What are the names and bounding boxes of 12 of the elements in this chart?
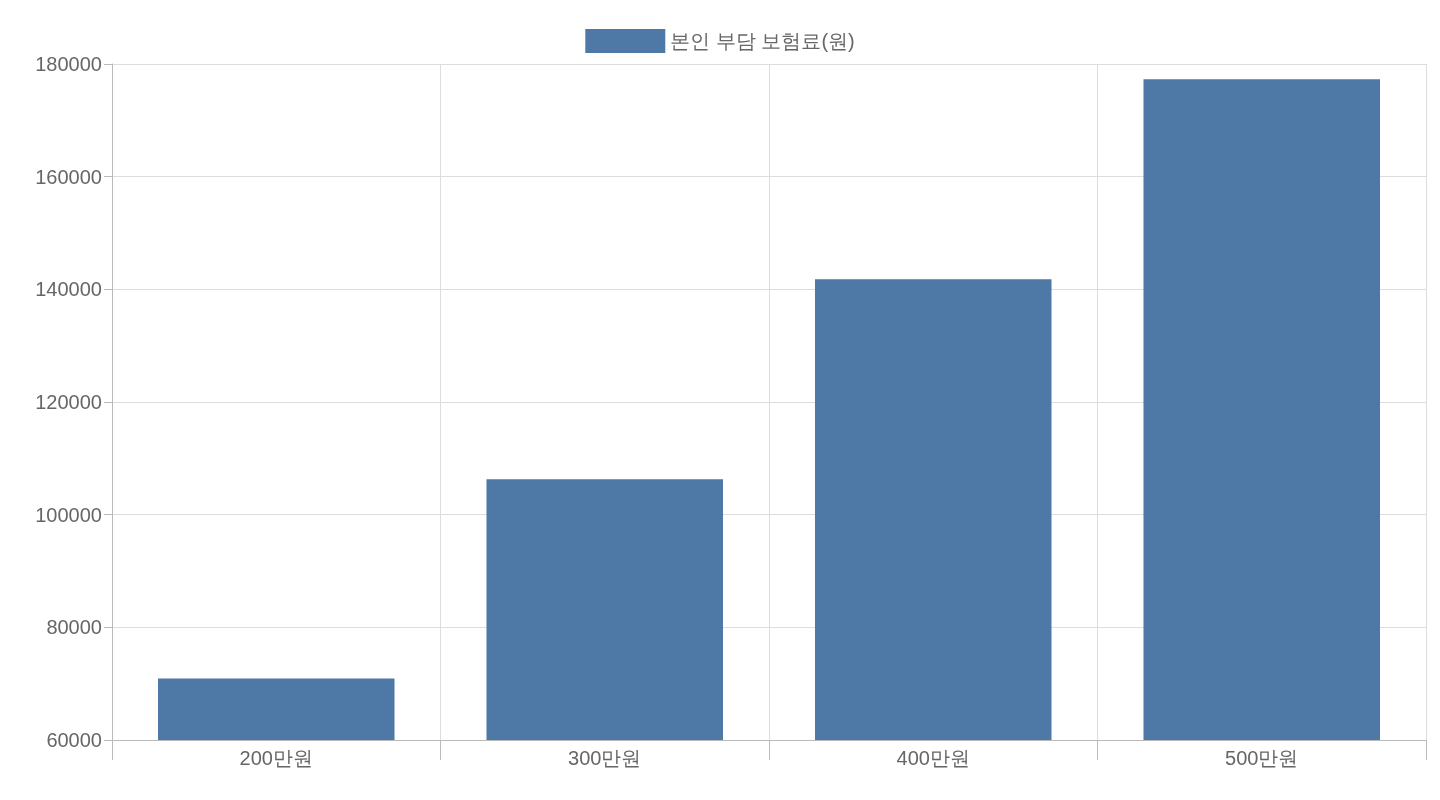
- y-tick-label: 80000: [46, 616, 102, 639]
- x-tick-label: 200만원: [239, 747, 313, 769]
- x-tick-label: 300만원: [568, 747, 642, 769]
- x-tick-label: 500만원: [1225, 747, 1299, 769]
- y-tick-label: 60000: [46, 729, 102, 751]
- legend-label: 본인 부담 보험료(원): [670, 30, 855, 52]
- y-tick-label: 160000: [35, 165, 102, 188]
- y-tick-label: 100000: [35, 503, 102, 526]
- y-tick-label: 140000: [35, 278, 102, 301]
- y-tick-label: 180000: [35, 53, 102, 75]
- x-tick-label: 400만원: [896, 747, 970, 769]
- y-tick-label: 120000: [35, 391, 102, 413]
